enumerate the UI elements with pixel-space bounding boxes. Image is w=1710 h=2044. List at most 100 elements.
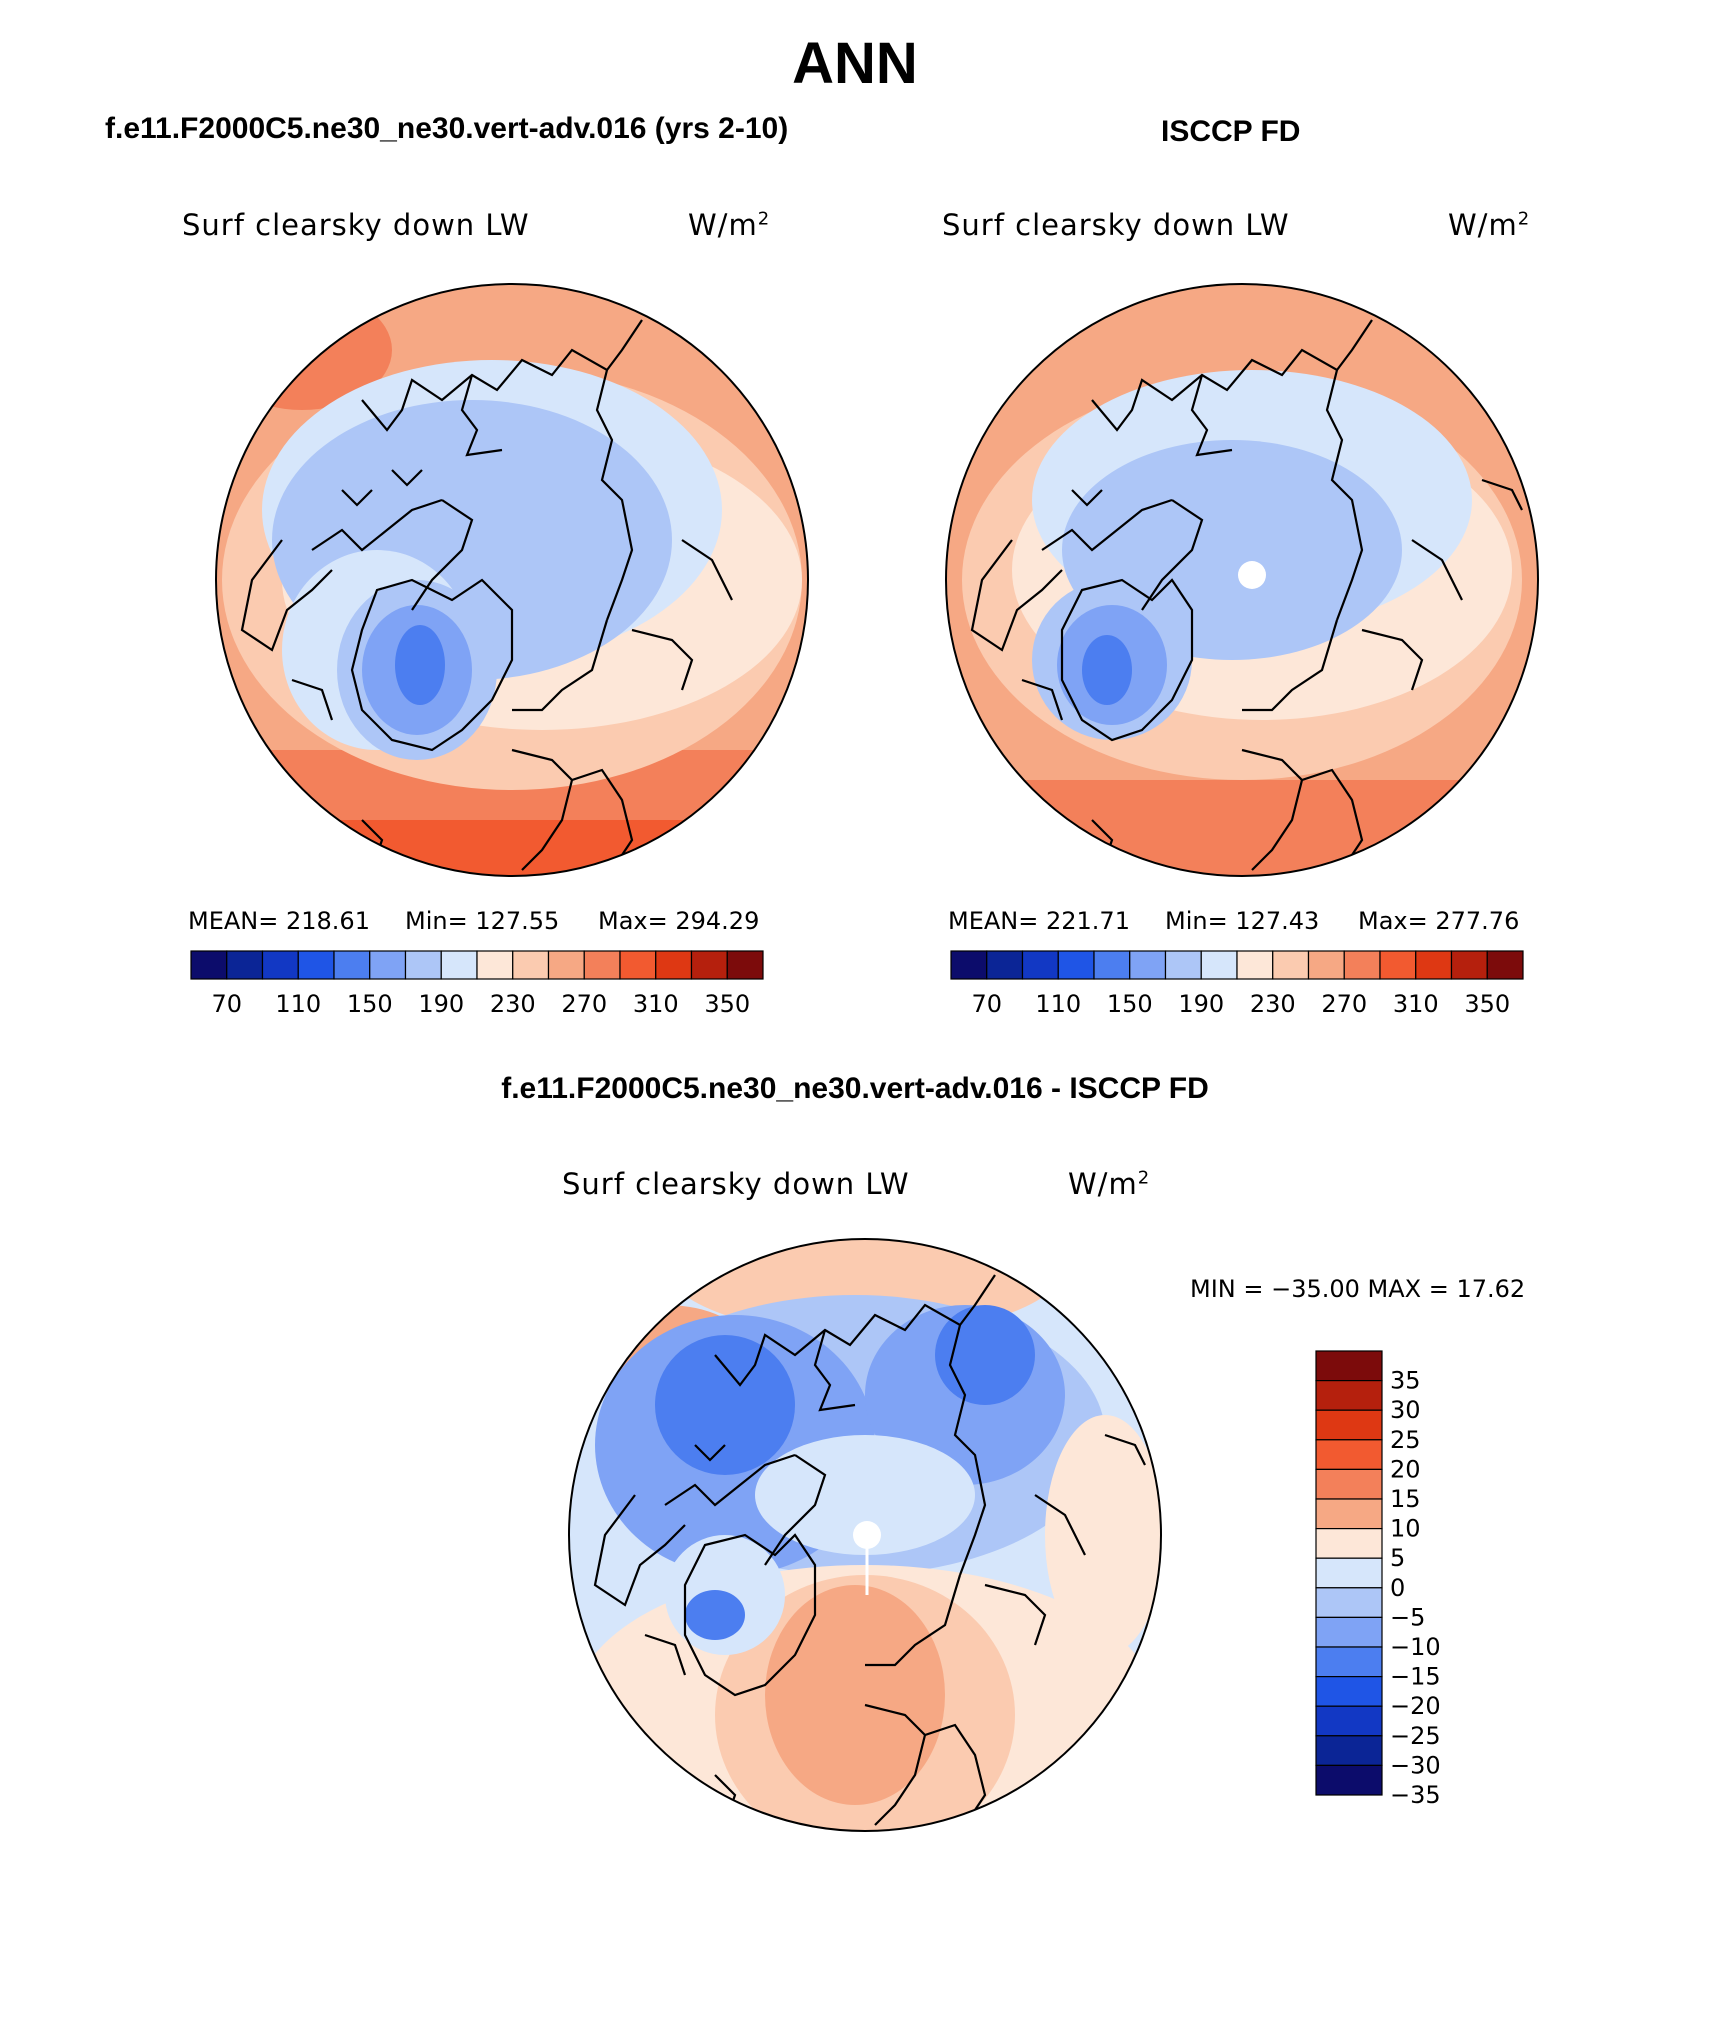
model-colorbar-swatch [690, 950, 728, 980]
obs-colorbar-tick-label: 150 [1107, 990, 1153, 1018]
obs-colorbar-swatch [1486, 950, 1524, 980]
obs-colorbar-tick-label: 310 [1393, 990, 1439, 1018]
model-colorbar-tick-label: 110 [275, 990, 321, 1018]
diff-colorbar-tick-label: 30 [1390, 1396, 1421, 1424]
obs-mean-value: MEAN= 221.71 [948, 907, 1130, 935]
obs-colorbar-tick-label: 230 [1250, 990, 1296, 1018]
model-max-value: Max= 294.29 [598, 907, 760, 935]
model-colorbar-tick-label: 190 [418, 990, 464, 1018]
diff-colorbar-tick-label: 20 [1390, 1455, 1421, 1483]
obs-colorbar-swatch [1129, 950, 1167, 980]
diff-variable-label: Surf clearsky down LW [562, 1167, 910, 1201]
obs-colorbar-swatch [1343, 950, 1381, 980]
obs-colorbar-swatch [986, 950, 1024, 980]
model-units-label: W/m2 [688, 208, 771, 242]
obs-colorbar-swatch [1093, 950, 1131, 980]
diff-colorbar-tick-label: 10 [1390, 1515, 1421, 1543]
diff-units-label: W/m2 [1068, 1167, 1151, 1201]
diff-colorbar-swatch [1315, 1498, 1383, 1530]
model-mean-value: MEAN= 218.61 [188, 907, 370, 935]
model-colorbar-tick-label: 230 [490, 990, 536, 1018]
obs-colorbar-tick-label: 190 [1178, 990, 1224, 1018]
obs-colorbar-swatch [1236, 950, 1274, 980]
model-colorbar-swatch [512, 950, 550, 980]
diff-colorbar-swatch [1315, 1587, 1383, 1619]
obs-variable-label: Surf clearsky down LW [942, 208, 1290, 242]
diff-colorbar-swatch [1315, 1409, 1383, 1441]
model-colorbar-swatch [583, 950, 621, 980]
diff-colorbar-swatch [1315, 1439, 1383, 1471]
model-colorbar-swatch [440, 950, 478, 980]
obs-colorbar-swatch [1379, 950, 1417, 980]
model-variable-label: Surf clearsky down LW [182, 208, 530, 242]
diff-colorbar-swatch [1315, 1705, 1383, 1737]
model-colorbar-tick-label: 150 [347, 990, 393, 1018]
diff-colorbar-swatch [1315, 1676, 1383, 1707]
diff-polar-map [568, 1238, 1162, 1832]
model-colorbar-swatch [476, 950, 514, 980]
obs-colorbar-tick-label: 110 [1035, 990, 1081, 1018]
model-colorbar-tick-label: 70 [211, 990, 242, 1018]
diff-colorbar-swatch [1315, 1557, 1383, 1589]
obs-colorbar-swatch [1307, 950, 1345, 980]
obs-colorbar-swatch [1021, 950, 1059, 980]
obs-min-value: Min= 127.43 [1165, 907, 1320, 935]
obs-polar-map [945, 283, 1539, 877]
obs-colorbar-swatch [1057, 950, 1095, 980]
diff-colorbar-tick-label: 15 [1390, 1485, 1421, 1513]
obs-colorbar-swatch [1415, 950, 1453, 980]
diff-colorbar-swatch [1315, 1350, 1383, 1382]
diff-colorbar-swatch [1315, 1735, 1383, 1766]
model-colorbar-tick-label: 350 [704, 990, 750, 1018]
page-title: ANN [792, 31, 918, 96]
obs-units-label: W/m2 [1448, 208, 1531, 242]
obs-max-value: Max= 277.76 [1358, 907, 1520, 935]
diff-colorbar-swatch [1315, 1646, 1383, 1678]
model-colorbar-swatch [333, 950, 371, 980]
model-colorbar-swatch [261, 950, 299, 980]
model-panel-header: f.e11.F2000C5.ne30_ne30.vert-adv.016 (yr… [105, 112, 789, 145]
diff-colorbar-tick-label: −30 [1390, 1751, 1441, 1779]
diff-colorbar-swatch [1315, 1380, 1383, 1411]
model-colorbar: 70 110 150 190 230 270 310 350 [190, 950, 764, 1018]
obs-colorbar-tick-label: 350 [1464, 990, 1510, 1018]
model-colorbar-swatch [655, 950, 693, 980]
obs-colorbar-swatch [1164, 950, 1202, 980]
diff-minmax-value: MIN = −35.00 MAX = 17.62 [1190, 1275, 1526, 1303]
obs-colorbar-tick-label: 70 [971, 990, 1002, 1018]
model-colorbar-tick-label: 310 [633, 990, 679, 1018]
diff-colorbar-tick-label: 35 [1390, 1367, 1421, 1395]
diff-panel-header: f.e11.F2000C5.ne30_ne30.vert-adv.016 - I… [501, 1072, 1209, 1105]
model-colorbar-swatch [369, 950, 407, 980]
model-colorbar-swatch [404, 950, 442, 980]
obs-colorbar-swatch [1450, 950, 1488, 980]
diff-colorbar-swatch [1315, 1764, 1383, 1796]
diff-colorbar-tick-label: 5 [1390, 1544, 1405, 1572]
obs-colorbar-swatch [1272, 950, 1310, 980]
diff-colorbar-tick-label: 0 [1390, 1574, 1405, 1602]
model-min-value: Min= 127.55 [405, 907, 560, 935]
diff-colorbar-swatch [1315, 1616, 1383, 1648]
diff-colorbar-tick-label: −35 [1390, 1781, 1441, 1809]
model-colorbar-swatch [547, 950, 585, 980]
obs-colorbar-swatch [950, 950, 988, 980]
diff-colorbar-swatch [1315, 1468, 1383, 1500]
model-colorbar-tick-label: 270 [561, 990, 607, 1018]
diff-colorbar-tick-label: −10 [1390, 1633, 1441, 1661]
diff-colorbar-tick-label: −25 [1390, 1722, 1441, 1750]
model-polar-map [215, 283, 809, 877]
obs-panel-header: ISCCP FD [1161, 115, 1301, 148]
model-colorbar-swatch [226, 950, 264, 980]
model-colorbar-swatch [619, 950, 657, 980]
diff-colorbar-tick-label: −5 [1390, 1603, 1425, 1631]
obs-colorbar-swatch [1200, 950, 1238, 980]
obs-colorbar-tick-label: 270 [1321, 990, 1367, 1018]
model-colorbar-swatch [297, 950, 335, 980]
diff-colorbar-tick-label: −15 [1390, 1663, 1441, 1691]
obs-colorbar: 70 110 150 190 230 270 310 350 [950, 950, 1524, 1018]
diff-colorbar-swatch [1315, 1528, 1383, 1559]
model-colorbar-swatch [190, 950, 228, 980]
diff-colorbar-tick-label: 25 [1390, 1426, 1421, 1454]
diff-colorbar-tick-label: −20 [1390, 1692, 1441, 1720]
